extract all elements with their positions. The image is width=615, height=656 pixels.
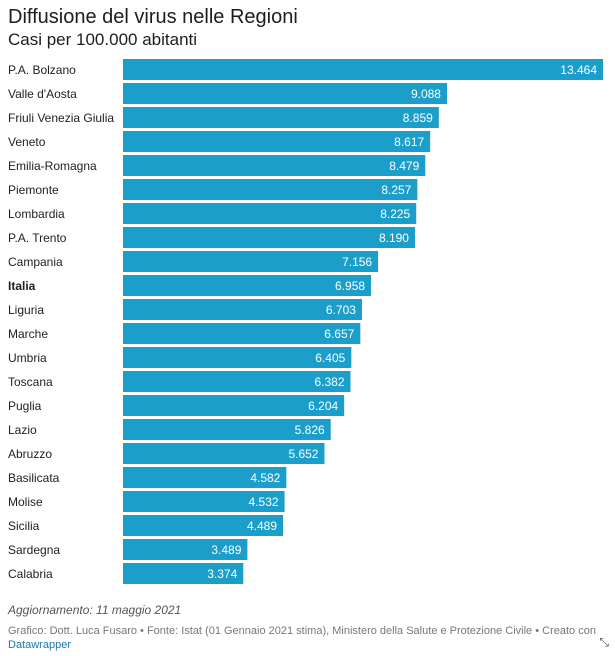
value-label: 6.204 [308, 399, 338, 413]
bar [123, 227, 415, 248]
bar-row: Molise 4.532 [8, 491, 285, 512]
update-note: Aggiornamento: 11 maggio 2021 [8, 603, 182, 617]
bar [123, 419, 331, 440]
value-label: 7.156 [342, 255, 372, 269]
category-label: Emilia-Romagna [8, 159, 97, 173]
bar [123, 395, 345, 416]
category-label: Sardegna [8, 543, 60, 557]
value-label: 6.382 [314, 375, 344, 389]
bar [123, 371, 351, 392]
value-label: 8.225 [380, 207, 410, 221]
value-label: 4.532 [249, 495, 279, 509]
value-label: 6.958 [335, 279, 365, 293]
category-label: P.A. Trento [8, 231, 67, 245]
category-label: Friuli Venezia Giulia [8, 111, 114, 125]
bar [123, 59, 603, 80]
bar-row: Calabria 3.374 [8, 563, 244, 584]
category-label: Puglia [8, 399, 42, 413]
bar [123, 539, 248, 560]
category-label: Sicilia [8, 519, 40, 533]
bar-row: Lombardia 8.225 [8, 203, 417, 224]
bar-row: Veneto 8.617 [8, 131, 431, 152]
bar [123, 323, 361, 344]
value-label: 6.657 [324, 327, 354, 341]
chart-title: Diffusione del virus nelle Regioni [8, 6, 298, 28]
value-label: 4.489 [247, 519, 277, 533]
expand-arrows-icon[interactable]: ⤡ [599, 635, 609, 649]
value-label: 6.703 [326, 303, 356, 317]
bar-row: Basilicata 4.582 [8, 467, 287, 488]
bar [123, 467, 287, 488]
value-label: 4.582 [250, 471, 280, 485]
bar [123, 491, 285, 512]
value-label: 8.617 [394, 135, 424, 149]
bar-row: Marche 6.657 [8, 323, 361, 344]
value-label: 3.374 [207, 567, 237, 581]
bar-row: Valle d'Aosta 9.088 [8, 83, 447, 104]
bar [123, 347, 352, 368]
value-label: 9.088 [411, 87, 441, 101]
bar-row: P.A. Bolzano 13.464 [8, 59, 603, 80]
bar-row: Italia 6.958 [8, 275, 372, 296]
value-label: 8.859 [403, 111, 433, 125]
category-label: Veneto [8, 135, 46, 149]
bar [123, 443, 325, 464]
category-label: Abruzzo [8, 447, 52, 461]
bar-row: Abruzzo 5.652 [8, 443, 325, 464]
bar [123, 83, 447, 104]
bar [123, 203, 417, 224]
category-label: Basilicata [8, 471, 60, 485]
bar [123, 299, 362, 320]
category-label: Campania [8, 255, 63, 269]
category-label: P.A. Bolzano [8, 63, 76, 77]
bar [123, 179, 418, 200]
bar-row: Emilia-Romagna 8.479 [8, 155, 426, 176]
bar [123, 107, 439, 128]
category-label: Valle d'Aosta [8, 87, 77, 101]
bar-row: Liguria 6.703 [8, 299, 362, 320]
bar-row: P.A. Trento 8.190 [8, 227, 415, 248]
bar [123, 131, 431, 152]
category-label: Calabria [8, 567, 53, 581]
credits-text: Grafico: Dott. Luca Fusaro • Fonte: Ista… [8, 625, 596, 637]
bar-row: Campania 7.156 [8, 251, 379, 272]
bar [123, 563, 244, 584]
value-label: 8.257 [381, 183, 411, 197]
category-label: Umbria [8, 351, 47, 365]
value-label: 8.190 [379, 231, 409, 245]
bar-row: Umbria 6.405 [8, 347, 352, 368]
value-label: 3.489 [211, 543, 241, 557]
category-label: Piemonte [8, 183, 59, 197]
bar-chart: P.A. Bolzano 13.464 Valle d'Aosta 9.088 Friu… [8, 59, 603, 584]
chart-subtitle: Casi per 100.000 abitanti [8, 30, 198, 49]
category-label: Toscana [8, 375, 53, 389]
bar [123, 155, 426, 176]
bar-row: Toscana 6.382 [8, 371, 351, 392]
category-label: Molise [8, 495, 43, 509]
datawrapper-link[interactable]: Datawrapper [8, 639, 71, 651]
value-label: 8.479 [389, 159, 419, 173]
bar [123, 251, 379, 272]
category-label: Liguria [8, 303, 44, 317]
value-label: 13.464 [560, 63, 597, 77]
value-label: 6.405 [315, 351, 345, 365]
bar [123, 275, 372, 296]
bar [123, 515, 284, 536]
bar-row: Sardegna 3.489 [8, 539, 248, 560]
value-label: 5.652 [288, 447, 318, 461]
bar-row: Friuli Venezia Giulia 8.859 [8, 107, 439, 128]
credits: Grafico: Dott. Luca Fusaro • Fonte: Ista… [8, 624, 598, 652]
bar-row: Puglia 6.204 [8, 395, 345, 416]
category-label: Italia [8, 279, 36, 293]
category-label: Lombardia [8, 207, 65, 221]
category-label: Marche [8, 327, 48, 341]
bar-row: Lazio 5.826 [8, 419, 331, 440]
category-label: Lazio [8, 423, 37, 437]
value-label: 5.826 [295, 423, 325, 437]
bar-row: Piemonte 8.257 [8, 179, 418, 200]
bar-row: Sicilia 4.489 [8, 515, 284, 536]
